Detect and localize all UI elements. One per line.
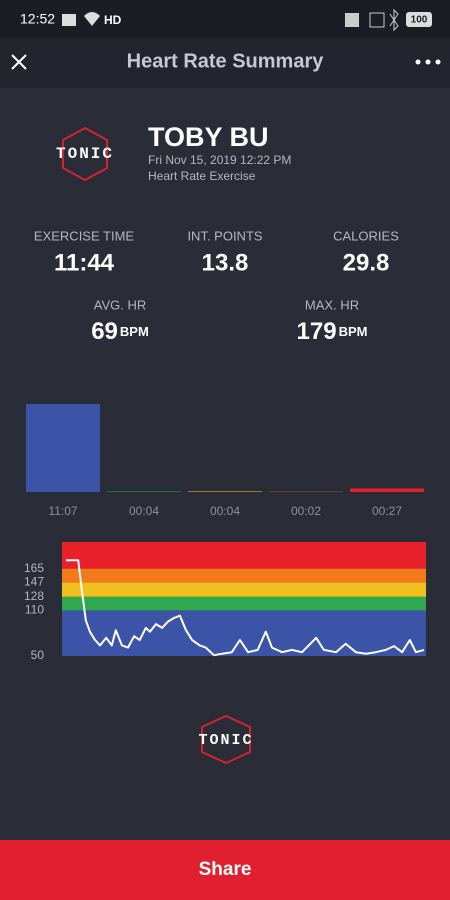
hr-stat-label: AVG. HR [94,297,147,312]
stat-value: 11:44 [54,249,115,276]
hr-zone [62,610,426,656]
y-tick-label: 128 [24,589,44,603]
logo: TONIC [56,126,114,182]
logo-text: TONIC [198,732,253,749]
share-button[interactable] [0,840,450,900]
status-time: 12:52 [20,11,55,27]
zone-bar [350,488,424,492]
close-button[interactable] [11,54,27,70]
share-label[interactable]: Share [199,859,252,880]
y-tick-label: 147 [24,574,44,588]
signal-icon [62,14,76,26]
profile-date: Fri Nov 15, 2019 12:22 PM [148,153,291,167]
battery-icon [406,12,432,27]
logo-bottom: TONIC [198,714,253,765]
zone-bar-label: 00:02 [291,504,321,518]
network-label: HD [104,13,122,27]
hr-stat-label: MAX. HR [305,297,359,312]
hr-stat-value: 179 BPM [297,318,368,345]
hr-zone [62,542,426,569]
profile-name: TOBY BU [148,122,269,152]
zone-bar-label: 00:27 [372,504,402,518]
header [0,38,450,88]
hr-stat-unit: BPM [339,324,368,339]
y-tick-label: 50 [31,648,45,662]
stat-value: 29.8 [343,249,390,276]
zone-bar [26,404,100,492]
status-icon [345,13,359,27]
hr-zone [62,582,426,597]
hr-stat-number: 179 [297,318,337,345]
bluetooth-icon [389,8,399,32]
zone-bar-label: 00:04 [210,504,240,518]
hr-stat-number: 69 [91,318,118,345]
logo-text: TONIC [56,145,114,163]
stat-label: CALORIES [333,228,399,243]
zone-bar-label: 11:07 [48,504,77,518]
stat-value: 13.8 [202,249,249,276]
more-button[interactable] [415,59,441,65]
hr-line [66,559,425,657]
zone-bar-label: 00:04 [129,504,159,518]
stat-label: INT. POINTS [187,228,262,243]
y-tick-label: 165 [24,561,44,575]
battery-level: 100 [411,15,428,26]
hr-stat-unit: BPM [120,324,149,339]
hr-zone [62,596,426,611]
y-tick-label: 110 [25,603,44,617]
profile-activity: Heart Rate Exercise [148,169,256,183]
stat-label: EXERCISE TIME [34,228,135,243]
vibrate-icon [369,12,385,28]
zone-bar [107,491,181,492]
header-title: Heart Rate Summary [127,50,325,72]
hr-zone [62,568,426,583]
hr-stat-value: 69 BPM [91,318,149,345]
wifi-icon [84,12,100,26]
zone-bar [188,491,262,492]
